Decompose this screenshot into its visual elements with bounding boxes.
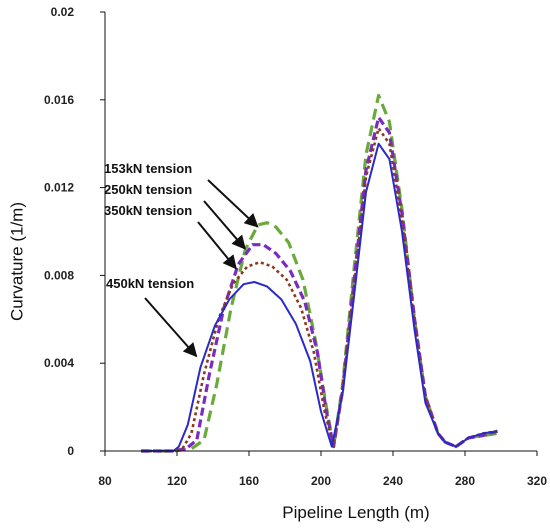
annotation-label: 153kN tension [104, 161, 192, 176]
x-tick-label: 240 [383, 474, 403, 488]
annotation-arrow [207, 179, 259, 228]
y-tick-label: 0.016 [44, 93, 74, 107]
y-tick-label: 0 [67, 444, 74, 458]
y-tick-label: 0.004 [44, 356, 74, 370]
annotation-label: 450kN tension [106, 276, 194, 291]
annotations: 153kN tension 250kN tension 350kN tension 4… [104, 161, 259, 358]
annotation-arrow [144, 297, 198, 358]
y-axis-title: Curvature (1/m) [7, 202, 26, 321]
x-tick-label: 80 [98, 474, 112, 488]
x-ticks: 80 120 160 200 240 280 320 [98, 451, 547, 488]
annotation-label: 250kN tension [104, 182, 192, 197]
x-tick-label: 120 [167, 474, 187, 488]
y-ticks: 0 0.004 0.008 0.012 0.016 0.02 [44, 5, 105, 458]
y-tick-label: 0.008 [44, 268, 74, 282]
annotation-arrow [203, 200, 246, 250]
annotation-label: 350kN tension [104, 203, 192, 218]
x-tick-label: 320 [527, 474, 547, 488]
series-line-4 [141, 142, 498, 452]
annotation-arrow [197, 221, 237, 270]
x-tick-label: 200 [311, 474, 331, 488]
y-tick-label: 0.02 [51, 5, 75, 19]
x-axis-title: Pipeline Length (m) [282, 503, 429, 522]
x-tick-label: 160 [239, 474, 259, 488]
x-tick-label: 280 [455, 474, 475, 488]
plot-lines [141, 93, 498, 453]
series-line-3 [141, 127, 498, 453]
y-tick-label: 0.012 [44, 181, 74, 195]
